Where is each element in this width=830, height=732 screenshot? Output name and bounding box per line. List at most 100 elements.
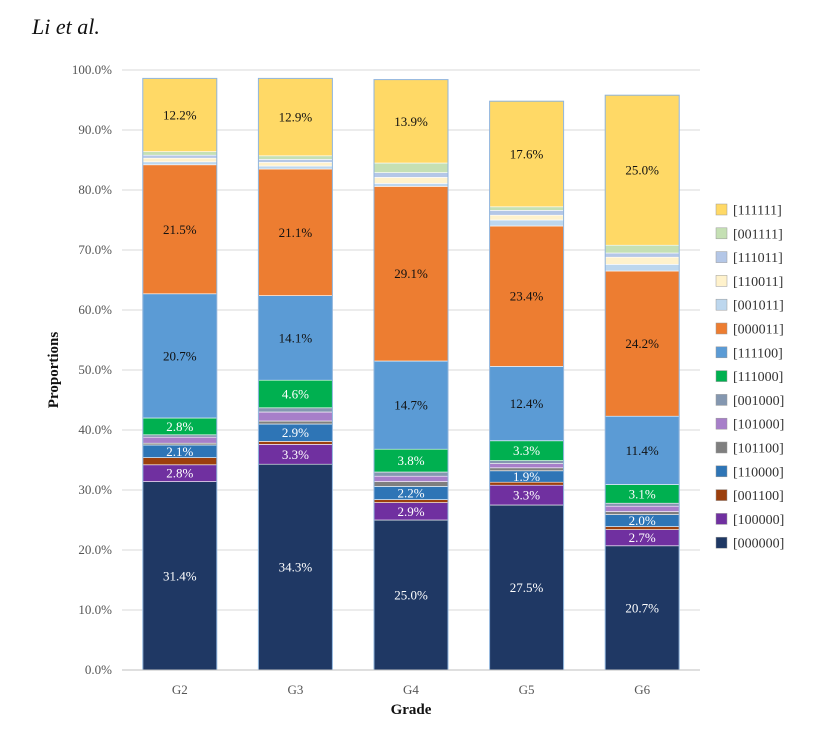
bar-segment — [142, 434, 218, 438]
bar-segment — [373, 360, 449, 450]
legend-swatch — [715, 298, 728, 311]
data-label: 2.8% — [166, 466, 193, 481]
legend-label: [001111] — [733, 227, 783, 242]
bar-segment — [373, 172, 449, 178]
bar-segment — [258, 441, 333, 445]
bar-segment — [604, 270, 680, 417]
data-label: 2.1% — [166, 444, 193, 459]
legend-swatch — [715, 513, 728, 525]
bar-segment — [258, 159, 333, 163]
bar-segment — [373, 519, 449, 671]
data-label: 2.8% — [166, 419, 193, 434]
x-axis-title: Grade — [391, 702, 432, 718]
bar-segment — [604, 511, 680, 515]
bar-segment — [258, 168, 333, 296]
data-label: 13.9% — [394, 114, 428, 129]
x-tick-label: G5 — [519, 682, 535, 697]
data-label: 23.4% — [510, 289, 544, 304]
legend-label: [101100] — [733, 442, 784, 457]
bar-segment — [142, 151, 218, 156]
bar-segment — [258, 155, 333, 160]
bar-segment — [142, 78, 218, 152]
data-label: 3.3% — [282, 447, 309, 462]
data-label: 3.3% — [513, 488, 540, 503]
data-label: 34.3% — [279, 560, 313, 575]
legend-label: [001000] — [733, 394, 784, 409]
bar-segment — [373, 471, 449, 477]
bar-segment — [258, 162, 333, 167]
data-label: 3.8% — [397, 453, 424, 468]
bar-segment — [142, 154, 218, 159]
data-label: 12.4% — [510, 396, 544, 411]
x-tick-label: G3 — [287, 682, 303, 697]
legend-label: [111011] — [733, 251, 783, 266]
y-tick-label: 20.0% — [78, 542, 112, 557]
legend-label: [000000] — [733, 537, 784, 552]
legend-swatch — [715, 227, 728, 240]
legend-label: [100000] — [733, 513, 784, 528]
bar-segment — [489, 460, 564, 464]
bar-segment — [489, 210, 564, 216]
data-label: 2.9% — [397, 504, 424, 519]
data-label: 2.2% — [397, 486, 424, 501]
y-tick-label: 100.0% — [72, 62, 112, 77]
data-label: 14.7% — [394, 398, 428, 413]
bar-segment — [142, 293, 218, 419]
bar-segment — [604, 545, 680, 671]
legend-label: [001011] — [733, 299, 784, 314]
legend-swatch — [715, 465, 728, 478]
data-label: 20.7% — [625, 600, 659, 615]
legend-label: [110011] — [733, 275, 783, 290]
bar-segment — [142, 161, 218, 166]
data-label: 12.9% — [279, 110, 313, 125]
data-label: 4.6% — [282, 387, 309, 402]
x-tick-label: G4 — [403, 682, 419, 697]
bar-segment — [604, 244, 680, 254]
legend-swatch — [715, 251, 728, 263]
bar-segment — [489, 100, 564, 208]
legend-swatch — [715, 203, 728, 216]
data-label: 3.3% — [513, 443, 540, 458]
y-tick-label: 0.0% — [85, 662, 112, 677]
bar-segment — [142, 436, 218, 444]
legend-swatch — [715, 322, 728, 335]
legend: [111111] [001111] [111011] [110011] [001011]… — [715, 203, 784, 552]
legend-swatch — [715, 536, 728, 549]
bar-segment — [258, 165, 333, 170]
legend-label: [111000] — [733, 370, 783, 385]
y-tick-label: 90.0% — [78, 122, 112, 137]
bar-segment — [489, 467, 564, 472]
bar-segment — [258, 407, 333, 413]
legend-swatch — [715, 489, 728, 501]
bar-segment — [142, 481, 218, 671]
bar-segment — [604, 505, 680, 512]
data-label: 2.9% — [282, 425, 309, 440]
bar-segment — [373, 177, 449, 184]
bar-segment — [373, 481, 449, 487]
legend-swatch — [715, 394, 728, 406]
bar-segment — [373, 162, 449, 173]
data-label: 20.7% — [163, 348, 197, 363]
data-label: 25.0% — [394, 588, 428, 603]
data-label: 21.5% — [163, 222, 197, 237]
bar-segment — [604, 252, 680, 258]
legend-swatch — [715, 346, 728, 359]
bar-segment — [604, 94, 680, 246]
data-label: 29.1% — [394, 266, 428, 281]
bar-segment — [142, 157, 218, 163]
data-label: 17.6% — [510, 147, 544, 162]
bar-segment — [258, 379, 333, 409]
legend-swatch — [715, 370, 728, 382]
bar-segment — [373, 183, 449, 187]
legend-label: [111100] — [733, 346, 783, 361]
x-tick-label: G2 — [172, 682, 188, 697]
y-tick-label: 10.0% — [78, 602, 112, 617]
y-axis-ticks: 0.0% 10.0% 20.0% 30.0% 40.0% 50.0% 60.0% 70.0% 8… — [72, 62, 112, 677]
data-label: 1.9% — [513, 469, 540, 484]
bar-segment — [489, 214, 564, 221]
author-caption: Li et al. — [32, 14, 100, 39]
y-tick-label: 30.0% — [78, 482, 112, 497]
data-label: 24.2% — [625, 336, 659, 351]
bar-segment — [489, 463, 564, 469]
